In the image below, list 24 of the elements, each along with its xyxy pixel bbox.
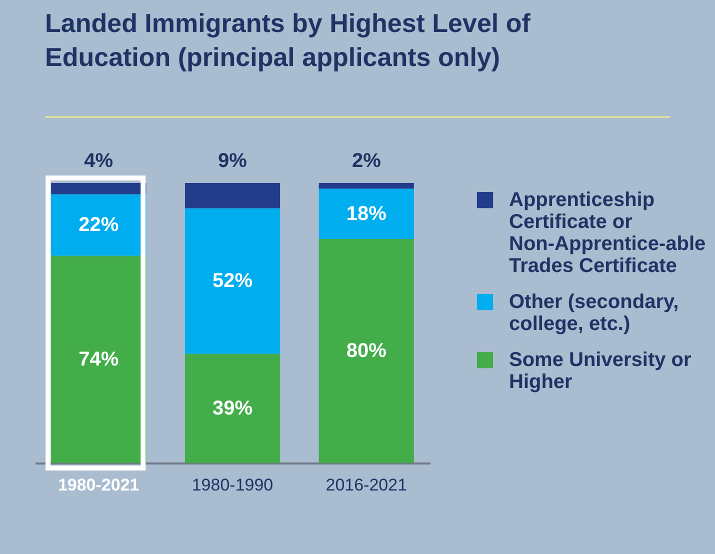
bar [51,194,146,256]
bar [184,183,280,208]
bar [318,239,414,463]
data-label: 9% [218,150,248,172]
x-tick-label: 1980-2021 [58,476,140,494]
x-tick-label: 1980-1990 [192,476,274,494]
bar [184,208,280,354]
data-label: 4% [84,150,114,172]
data-label: 18% [346,202,387,225]
bar [318,188,414,239]
data-label: 80% [346,340,387,362]
legend-label: Other (secondary, college, etc.) [509,291,679,335]
bar [318,183,414,189]
legend-label: Apprenticeship Certificate or Non-Apprentice-able Trades Certificate [509,189,706,277]
data-label: 2% [352,150,382,172]
bar [51,183,146,194]
bar [184,354,280,463]
data-label: 74% [78,348,119,370]
data-label: 39% [212,397,253,420]
data-label: 52% [212,270,253,292]
data-label: 22% [78,214,119,236]
x-tick-label: 2016-2021 [326,476,408,494]
chart-title: Landed Immigrants by Highest Level of Education (principal applicants only) [45,8,531,72]
legend-label: Some University or Higher [509,349,692,393]
